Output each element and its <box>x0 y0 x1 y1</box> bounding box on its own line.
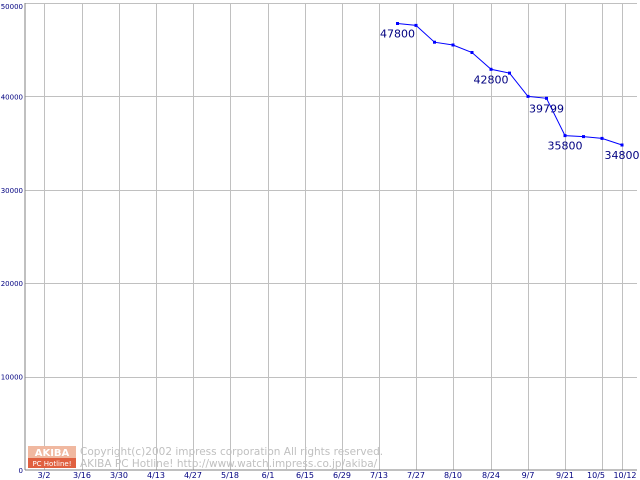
data-point-3 <box>451 43 455 47</box>
data-point-0 <box>396 22 399 25</box>
x-tick-label-11: 8/10 <box>444 471 462 480</box>
watermark-copyright: Copyright(c)2002 impress corporation All… <box>80 446 383 458</box>
watermark-site: AKIBA PC Hotline! http://www.watch.impre… <box>80 458 378 470</box>
x-tick-label-6: 6/1 <box>262 471 275 480</box>
data-point-9 <box>563 134 567 138</box>
x-tick-label-13: 9/7 <box>522 471 535 480</box>
x-tick-label-14: 9/21 <box>556 471 574 480</box>
x-tick-label-7: 6/15 <box>296 471 314 480</box>
x-tick-label-0: 3/2 <box>38 471 51 480</box>
y-gridlines <box>25 3 637 378</box>
data-label-12: 34800 <box>605 149 640 162</box>
y-tick-label-30000: 30000 <box>1 187 23 195</box>
x-gridlines <box>44 3 623 470</box>
x-tick-label-15: 10/5 <box>587 471 605 480</box>
akiba-logo: AKIBA PC Hotline! <box>28 446 76 468</box>
x-tick-label-16: 10/12 <box>613 471 636 480</box>
y-tick-label-20000: 20000 <box>1 280 23 288</box>
x-tick-label-9: 7/13 <box>370 471 388 480</box>
data-point-2 <box>433 40 436 44</box>
x-tick-label-3: 4/13 <box>147 471 165 480</box>
series-layer <box>396 22 624 147</box>
x-tick-label-4: 4/27 <box>184 471 202 480</box>
logo-line1: AKIBA <box>35 448 70 459</box>
data-point-6 <box>508 71 511 75</box>
y-tick-label-40000: 40000 <box>1 93 23 101</box>
data-label-9: 35800 <box>548 140 583 153</box>
data-label-5: 42800 <box>474 73 509 86</box>
x-tick-label-12: 8/24 <box>482 471 500 480</box>
x-tick-label-1: 3/16 <box>73 471 91 480</box>
y-tick-labels: 0 10000 20000 30000 40000 50000 <box>1 3 23 475</box>
data-label-8: 39799 <box>529 102 564 115</box>
data-point-10 <box>582 135 585 139</box>
watermark: AKIBA PC Hotline! Copyright(c)2002 impre… <box>28 446 383 470</box>
y-tick-label-10000: 10000 <box>1 374 23 382</box>
data-point-7 <box>526 94 530 98</box>
x-tick-label-5: 5/18 <box>221 471 239 480</box>
x-tick-label-8: 6/29 <box>333 471 351 480</box>
data-point-8 <box>545 96 548 100</box>
x-tick-label-10: 7/27 <box>407 471 425 480</box>
x-tick-labels: 3/2 3/16 3/30 4/13 4/27 5/18 6/1 6/15 6/29 7/13 7/… <box>38 471 637 480</box>
y-tick-label-50000: 50000 <box>1 3 23 11</box>
data-labels: 47800 42800 39799 35800 34800 <box>380 28 640 162</box>
data-point-5 <box>489 67 493 71</box>
y-tick-label-0: 0 <box>19 467 23 475</box>
data-point-4 <box>470 51 474 54</box>
data-point-12 <box>620 143 624 147</box>
data-point-1 <box>414 23 418 27</box>
logo-line2: PC Hotline! <box>32 460 71 468</box>
x-tick-label-2: 3/30 <box>110 471 128 480</box>
data-label-0: 47800 <box>380 28 415 41</box>
data-point-11 <box>600 136 604 140</box>
